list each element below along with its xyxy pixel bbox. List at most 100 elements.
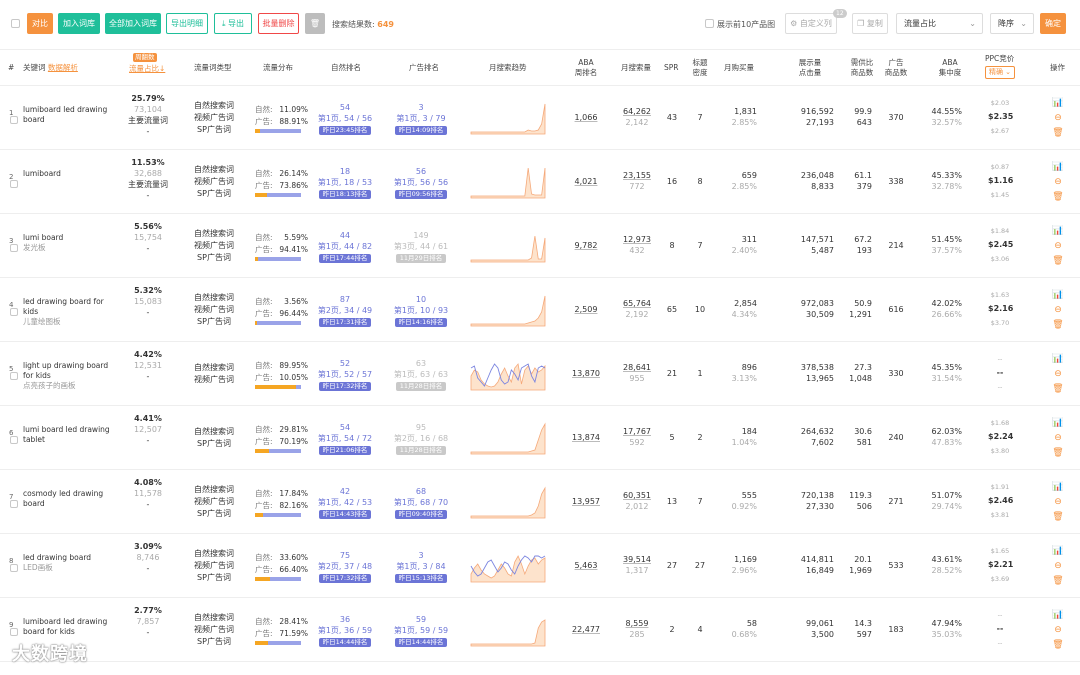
row-checkbox[interactable] — [10, 500, 18, 508]
keyword-text[interactable]: cosmody led drawing board — [23, 489, 104, 508]
more-icon[interactable]: ⊖ — [1054, 497, 1062, 507]
chart-icon[interactable]: 📊 — [1052, 290, 1064, 300]
aba-rank[interactable]: 22,477 — [572, 625, 600, 634]
delete-icon[interactable]: 🗑 — [1052, 448, 1064, 458]
copy-button[interactable]: ❐ 复制 — [852, 13, 888, 34]
delete-icon[interactable]: 🗑 — [1052, 320, 1064, 330]
organic-rank[interactable]: 54 — [339, 423, 351, 432]
organic-rank[interactable]: 54 — [339, 103, 351, 112]
chart-icon[interactable]: 📊 — [1052, 546, 1064, 556]
download-icon: ⤓ — [221, 19, 229, 28]
custom-col-button[interactable]: ⚙ 自定义列 — [785, 13, 837, 34]
share-cell: 3.09% 8,746 - — [125, 541, 171, 574]
delete-icon[interactable]: 🗑 — [1052, 128, 1064, 138]
row-checkbox[interactable] — [10, 244, 18, 252]
more-icon[interactable]: ⊖ — [1054, 241, 1062, 251]
row-checkbox[interactable] — [10, 436, 18, 444]
ad-rank[interactable]: 149 — [413, 231, 429, 240]
aba-rank[interactable]: 13,870 — [572, 369, 600, 378]
row-checkbox[interactable] — [10, 564, 18, 572]
organic-rank[interactable]: 44 — [339, 231, 351, 240]
keyword-text[interactable]: lumiboard led drawing board for kids — [23, 617, 108, 636]
top10-checkbox[interactable] — [705, 19, 714, 28]
ad-rank[interactable]: 56 — [415, 167, 427, 176]
aba-rank[interactable]: 4,021 — [574, 177, 598, 186]
organic-percent: 5.59% — [284, 233, 308, 242]
select-all-checkbox[interactable] — [11, 19, 20, 28]
chart-icon[interactable]: 📊 — [1052, 162, 1064, 172]
chart-icon[interactable]: 📊 — [1052, 98, 1064, 108]
spr-value: 21 — [666, 369, 678, 378]
add-lib-button[interactable]: 加入词库 — [58, 13, 100, 34]
keyword-text[interactable]: lumi board led drawing tablet — [23, 425, 110, 444]
more-icon[interactable]: ⊖ — [1054, 305, 1062, 315]
aba-rank[interactable]: 13,874 — [572, 433, 600, 442]
trash-button[interactable]: 🗑 — [305, 13, 325, 34]
delete-icon[interactable]: 🗑 — [1052, 192, 1064, 202]
ad-rank[interactable]: 63 — [415, 359, 427, 368]
chart-icon[interactable]: 📊 — [1052, 482, 1064, 492]
keyword-text[interactable]: lumi board — [23, 233, 64, 242]
delete-icon[interactable]: 🗑 — [1052, 512, 1064, 522]
ad-rank[interactable]: 95 — [415, 423, 427, 432]
delete-icon[interactable]: 🗑 — [1052, 256, 1064, 266]
chart-icon[interactable]: 📊 — [1052, 610, 1064, 620]
data-analysis-link[interactable]: 数据解析 — [47, 63, 78, 72]
delete-icon[interactable]: 🗑 — [1052, 576, 1064, 586]
export-detail-button[interactable]: 导出明细 — [166, 13, 208, 34]
ad-rank[interactable]: 68 — [415, 487, 427, 496]
keyword-translation: 点亮孩子的画板 — [23, 381, 76, 390]
ppc-match-select[interactable]: 精确 ⌄ — [985, 66, 1015, 79]
keyword-cell: led drawing board LED画板 — [23, 553, 118, 573]
more-icon[interactable]: ⊖ — [1054, 177, 1062, 187]
ad-percent: 70.19% — [279, 437, 308, 446]
chart-icon[interactable]: 📊 — [1052, 418, 1064, 428]
sort-order-select[interactable]: 降序 ⌄ — [990, 13, 1034, 34]
organic-rank[interactable]: 52 — [339, 359, 351, 368]
delete-icon[interactable]: 🗑 — [1052, 640, 1064, 650]
organic-label: 自然: — [255, 425, 273, 434]
aba-rank[interactable]: 2,509 — [574, 305, 598, 314]
ad-rank[interactable]: 59 — [415, 615, 427, 624]
col-share[interactable]: 流量占比↓ — [129, 64, 166, 73]
more-icon[interactable]: ⊖ — [1054, 433, 1062, 443]
organic-rank[interactable]: 36 — [339, 615, 351, 624]
organic-rank[interactable]: 75 — [339, 551, 351, 560]
row-checkbox[interactable] — [10, 372, 18, 380]
clicks: 16,849 — [806, 566, 834, 575]
more-icon[interactable]: ⊖ — [1054, 625, 1062, 635]
export-button[interactable]: ⤓ 导出 — [214, 13, 252, 34]
more-icon[interactable]: ⊖ — [1054, 561, 1062, 571]
chart-icon[interactable]: 📊 — [1052, 226, 1064, 236]
ad-rank[interactable]: 3 — [418, 551, 424, 560]
row-checkbox[interactable] — [10, 308, 18, 316]
ad-rank[interactable]: 3 — [418, 103, 424, 112]
keyword-text[interactable]: led drawing board for kids — [23, 297, 104, 316]
aba-rank[interactable]: 13,957 — [572, 497, 600, 506]
confirm-button[interactable]: 确定 — [1040, 13, 1066, 34]
sort-field-select[interactable]: 流量占比 ⌄ — [896, 13, 983, 34]
keyword-text[interactable]: lumiboard — [23, 169, 61, 178]
keyword-text[interactable]: lumiboard led drawing board — [23, 105, 108, 124]
keyword-text[interactable]: light up drawing board for kids — [23, 361, 109, 380]
compare-button[interactable]: 对比 — [27, 13, 53, 34]
organic-rank[interactable]: 18 — [339, 167, 351, 176]
more-icon[interactable]: ⊖ — [1054, 369, 1062, 379]
ppc-mid: -- — [996, 368, 1004, 377]
aba-rank[interactable]: 1,066 — [574, 113, 598, 122]
trend-sparkline — [470, 422, 546, 455]
more-icon[interactable]: ⊖ — [1054, 113, 1062, 123]
add-all-lib-button[interactable]: 全部加入词库 — [105, 13, 161, 34]
row-checkbox[interactable] — [10, 180, 18, 188]
organic-rank[interactable]: 87 — [339, 295, 351, 304]
aba-rank[interactable]: 5,463 — [574, 561, 598, 570]
chart-icon[interactable]: 📊 — [1052, 354, 1064, 364]
ad-rank[interactable]: 10 — [415, 295, 427, 304]
batch-delete-button[interactable]: 批量删除 — [258, 13, 299, 34]
organic-rank[interactable]: 42 — [339, 487, 351, 496]
aba-rank[interactable]: 9,782 — [574, 241, 598, 250]
keyword-text[interactable]: led drawing board — [23, 553, 92, 562]
delete-icon[interactable]: 🗑 — [1052, 384, 1064, 394]
row-checkbox[interactable] — [10, 116, 18, 124]
row-checkbox[interactable] — [10, 628, 18, 636]
